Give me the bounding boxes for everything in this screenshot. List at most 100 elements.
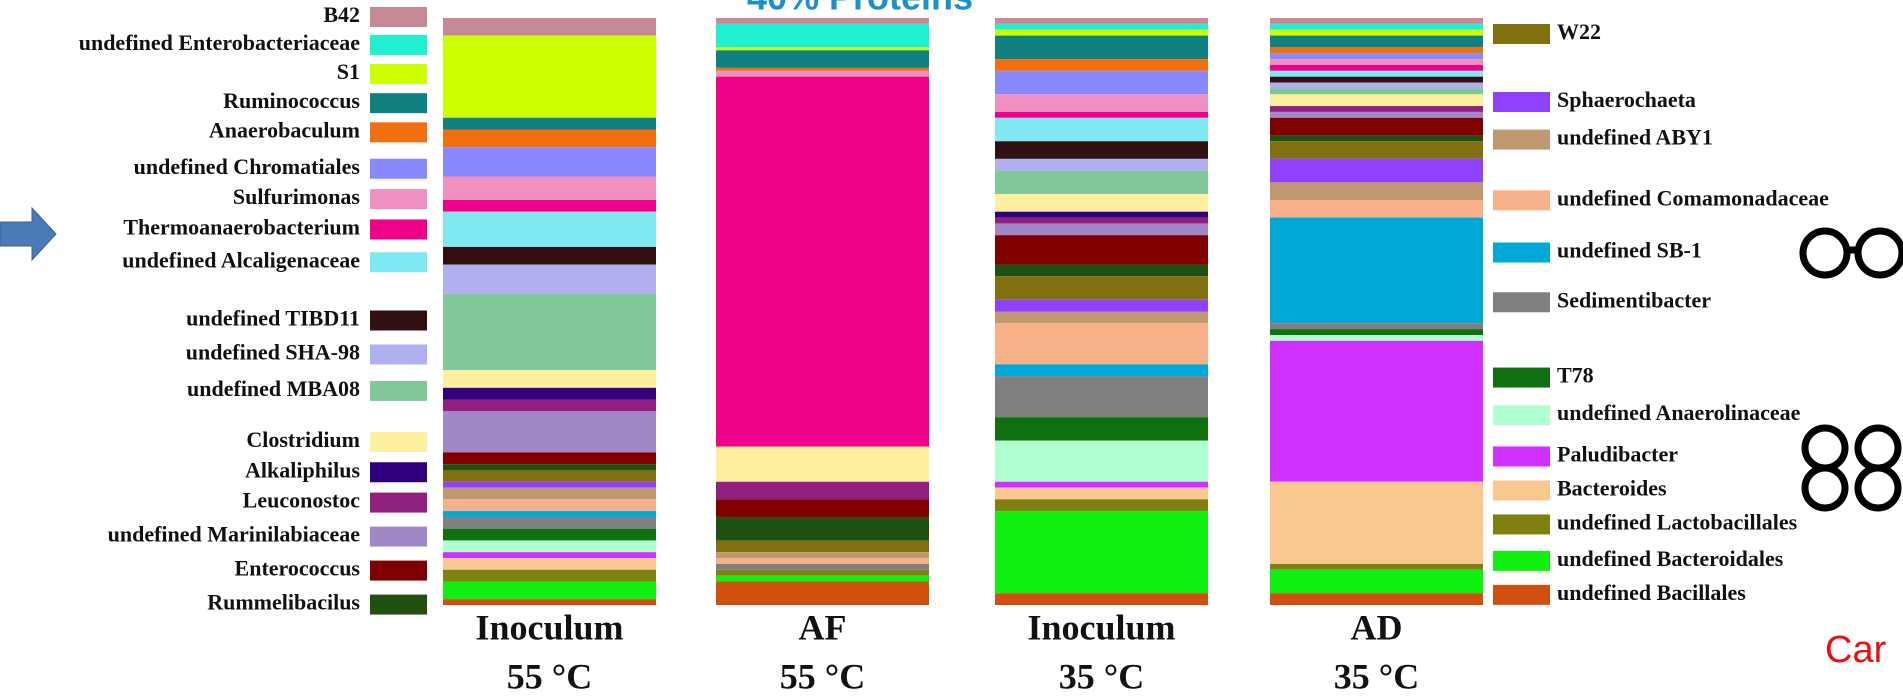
legend-label: W22 bbox=[1557, 19, 1601, 44]
bar-segment bbox=[443, 517, 656, 529]
bar-segment bbox=[1270, 218, 1483, 324]
bar-segment bbox=[1270, 47, 1483, 53]
x-tick-label: Inoculum bbox=[1027, 607, 1175, 647]
bar-segment bbox=[443, 247, 656, 265]
bar-segment bbox=[443, 499, 656, 511]
legend-swatch bbox=[1493, 92, 1550, 112]
bar-segment bbox=[443, 482, 656, 488]
bar-segment bbox=[716, 576, 929, 582]
x-tick-sublabel: 35 °C bbox=[1334, 656, 1419, 696]
bar-segment bbox=[1270, 36, 1483, 48]
bar-segment bbox=[443, 470, 656, 482]
legend-swatch bbox=[370, 35, 427, 55]
legend-label: undefined Alcaligenaceae bbox=[122, 247, 360, 272]
bar-segment bbox=[443, 582, 656, 600]
legend-label: B42 bbox=[323, 2, 360, 27]
bar-segment bbox=[443, 36, 656, 118]
legend-swatch bbox=[370, 432, 427, 452]
bar-segment bbox=[995, 194, 1208, 212]
bar-segment bbox=[443, 388, 656, 400]
bar-segment bbox=[443, 552, 656, 558]
bar-segment bbox=[995, 593, 1208, 605]
legend-label: Paludibacter bbox=[1557, 442, 1678, 467]
bar-segment bbox=[1270, 30, 1483, 36]
x-tick-label: AD bbox=[1351, 607, 1403, 647]
bar-segment bbox=[1270, 71, 1483, 77]
legend-swatch bbox=[370, 344, 427, 364]
bar-segment bbox=[716, 50, 929, 68]
bar-segment bbox=[995, 212, 1208, 218]
legend-label: undefined Enterobacteriaceae bbox=[79, 30, 361, 55]
bar-segment bbox=[443, 212, 656, 247]
bar-segment bbox=[716, 47, 929, 50]
legend-label: undefined Anaerolinaceae bbox=[1557, 400, 1801, 425]
legend-label: Leuconostoc bbox=[243, 488, 361, 513]
legend-label: undefined MBA08 bbox=[187, 376, 360, 401]
bar-segment bbox=[716, 18, 929, 24]
legend-swatch bbox=[370, 159, 427, 179]
bar-segment bbox=[995, 441, 1208, 482]
bar-segment bbox=[995, 94, 1208, 112]
bar-segment bbox=[995, 376, 1208, 417]
bar-segment bbox=[716, 447, 929, 482]
chart-title: 40% Proteins bbox=[747, 0, 973, 18]
bar-segment bbox=[716, 558, 929, 564]
legend-swatch bbox=[370, 595, 427, 615]
legend-swatch bbox=[370, 561, 427, 581]
legend-label: Ruminococcus bbox=[223, 88, 360, 113]
legend-label: Sphaerochaeta bbox=[1557, 87, 1696, 112]
bar-segment bbox=[716, 552, 929, 558]
legend-label: undefined Bacteroidales bbox=[1557, 546, 1784, 571]
x-tick-sublabel: 35 °C bbox=[1059, 656, 1144, 696]
legend-swatch bbox=[370, 310, 427, 330]
bar-segment bbox=[1270, 94, 1483, 106]
legend-label: undefined ABY1 bbox=[1557, 125, 1713, 150]
x-tick-sublabel: 55 °C bbox=[780, 656, 865, 696]
arrow bbox=[0, 208, 56, 260]
bar-segment bbox=[443, 265, 656, 294]
legend-label: undefined Marinilabiaceae bbox=[108, 522, 361, 547]
legend-swatch bbox=[370, 527, 427, 547]
bar-segment bbox=[443, 570, 656, 582]
page: {"chart_data": {"type": "stacked-bar", "… bbox=[0, 0, 1903, 697]
legend-swatch bbox=[370, 64, 427, 84]
legend-swatch bbox=[370, 93, 427, 113]
bar-segment bbox=[716, 499, 929, 517]
bar-segment bbox=[995, 118, 1208, 141]
bar-segment bbox=[1270, 329, 1483, 335]
legend-swatch bbox=[370, 7, 427, 27]
bar-segment bbox=[1270, 135, 1483, 141]
legend-label: Thermoanaerobacterium bbox=[123, 214, 360, 239]
bar-segment bbox=[1270, 182, 1483, 200]
legend-swatch bbox=[1493, 368, 1550, 388]
bar-segment bbox=[716, 77, 929, 447]
bar-segment bbox=[995, 218, 1208, 224]
bar-segment bbox=[443, 488, 656, 500]
glasses-icons bbox=[1803, 231, 1902, 508]
bar-segment bbox=[716, 517, 929, 540]
legend-label: undefined Lactobacillales bbox=[1557, 509, 1798, 534]
bar-segment bbox=[716, 482, 929, 500]
legend-label: undefined Chromatiales bbox=[134, 154, 361, 179]
bar-segment bbox=[1270, 323, 1483, 329]
bar-segment bbox=[443, 370, 656, 388]
bar-segment bbox=[443, 18, 656, 36]
legend-swatch bbox=[1493, 190, 1550, 210]
bar-segment bbox=[716, 570, 929, 576]
legend-label: undefined SB-1 bbox=[1557, 238, 1702, 263]
bar-segment bbox=[1270, 593, 1483, 605]
bar-segment bbox=[1270, 65, 1483, 71]
bar-segment bbox=[1270, 88, 1483, 94]
legend-swatch bbox=[1493, 130, 1550, 150]
legend-swatch bbox=[370, 493, 427, 513]
legend-label: Sulfurimonas bbox=[233, 184, 361, 209]
legend-label: Alkaliphilus bbox=[245, 457, 360, 482]
bar-segment bbox=[443, 558, 656, 570]
legend-label: Bacteroides bbox=[1557, 476, 1667, 501]
chart: 40% Proteins Car Inoculum55 °CAF55 °CIno… bbox=[0, 0, 1903, 697]
bar-segment bbox=[995, 141, 1208, 159]
legend-label: Rummelibacilus bbox=[207, 590, 360, 615]
bar-segment bbox=[1270, 335, 1483, 341]
bar-segment bbox=[443, 452, 656, 464]
x-tick-label: AF bbox=[799, 607, 847, 647]
